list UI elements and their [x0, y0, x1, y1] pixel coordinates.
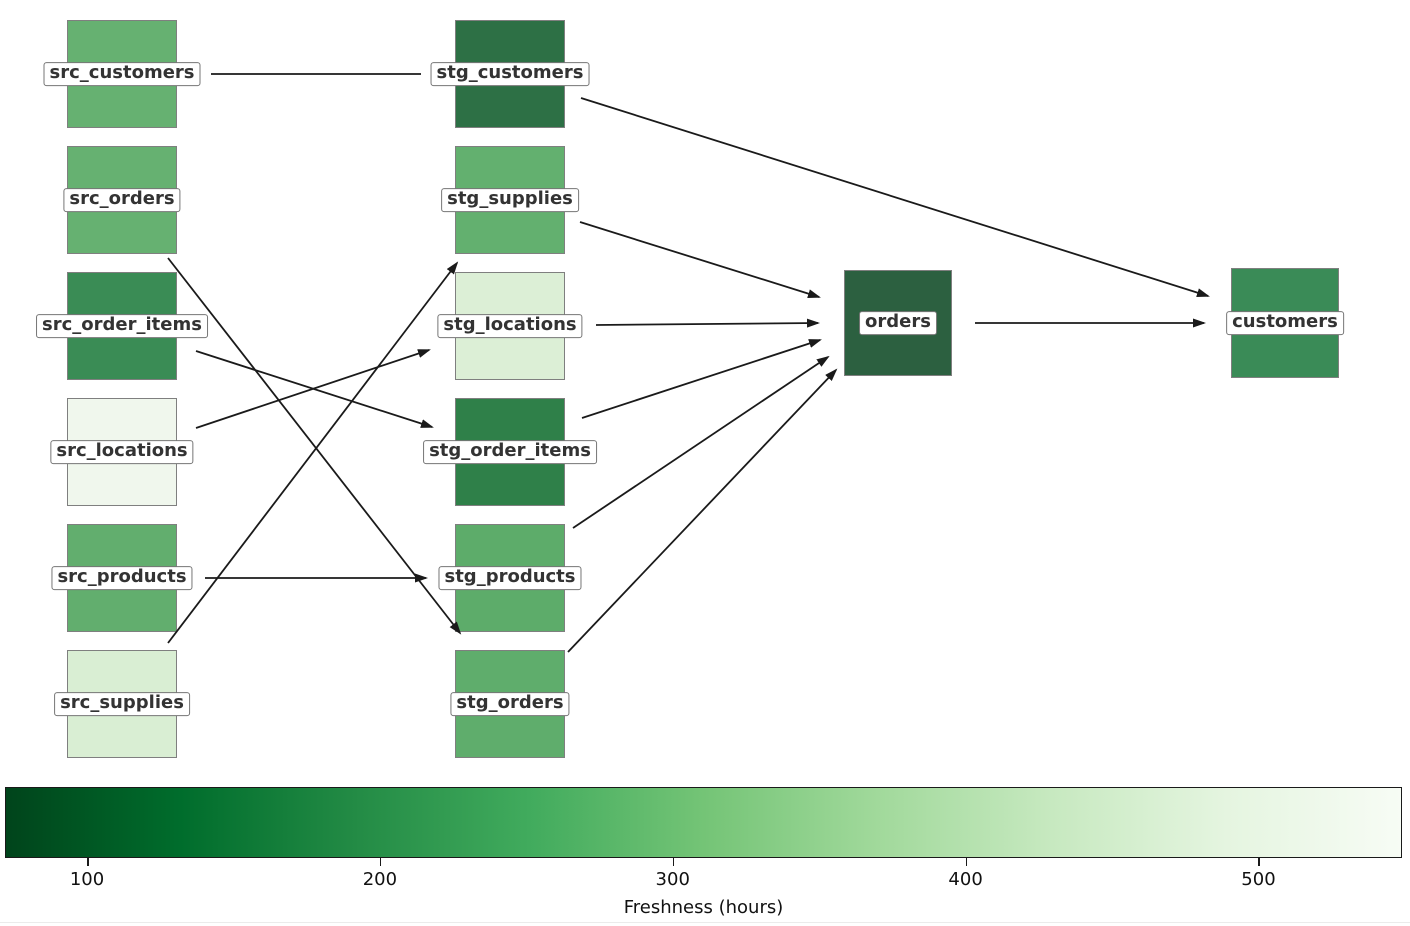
node-label-stg_supplies: stg_supplies — [441, 188, 579, 212]
colorbar-tick-300 — [672, 858, 675, 866]
edge-stg_supplies-to-orders — [579, 221, 821, 299]
colorbar-tick-label-300: 300 — [655, 869, 690, 890]
edge-stg_locations-to-orders — [595, 318, 820, 328]
colorbar-tick-label-400: 400 — [948, 869, 983, 890]
colorbar-tick-200 — [379, 858, 382, 866]
node-label-stg_orders: stg_orders — [450, 692, 570, 716]
node-label-orders: orders — [859, 311, 937, 335]
node-label-stg_products: stg_products — [438, 566, 582, 590]
node-label-customers: customers — [1226, 311, 1344, 335]
edge-stg_customers-to-customers — [580, 97, 1210, 297]
node-label-src_customers: src_customers — [43, 62, 201, 86]
colorbar-axis-label: Freshness (hours) — [623, 897, 784, 918]
edge-stg_orders-to-orders — [567, 368, 838, 653]
edge-stg_order_items-to-orders — [581, 339, 822, 419]
edge-src_orders-to-stg_orders — [167, 257, 462, 635]
node-label-src_supplies: src_supplies — [54, 692, 190, 716]
edge-src_supplies-to-stg_supplies — [167, 261, 459, 644]
colorbar-tick-400 — [965, 858, 968, 866]
colorbar-tick-label-500: 500 — [1241, 869, 1276, 890]
colorbar-tick-100 — [87, 858, 89, 866]
colorbar-tick-label-100: 100 — [69, 869, 105, 890]
node-label-src_locations: src_locations — [50, 440, 194, 464]
edge-stg_products-to-orders — [572, 355, 830, 529]
node-label-src_products: src_products — [51, 566, 193, 590]
bottom-divider — [0, 922, 1410, 923]
node-label-stg_customers: stg_customers — [430, 62, 590, 86]
colorbar-tick-500 — [1258, 858, 1260, 866]
node-label-stg_order_items: stg_order_items — [423, 440, 597, 464]
edge-src_locations-to-stg_locations — [195, 349, 431, 429]
colorbar-tick-label-200: 200 — [362, 869, 398, 890]
node-label-stg_locations: stg_locations — [437, 314, 583, 338]
colorbar-gradient — [5, 787, 1402, 858]
node-label-src_order_items: src_order_items — [36, 314, 208, 338]
node-label-src_orders: src_orders — [63, 188, 181, 212]
